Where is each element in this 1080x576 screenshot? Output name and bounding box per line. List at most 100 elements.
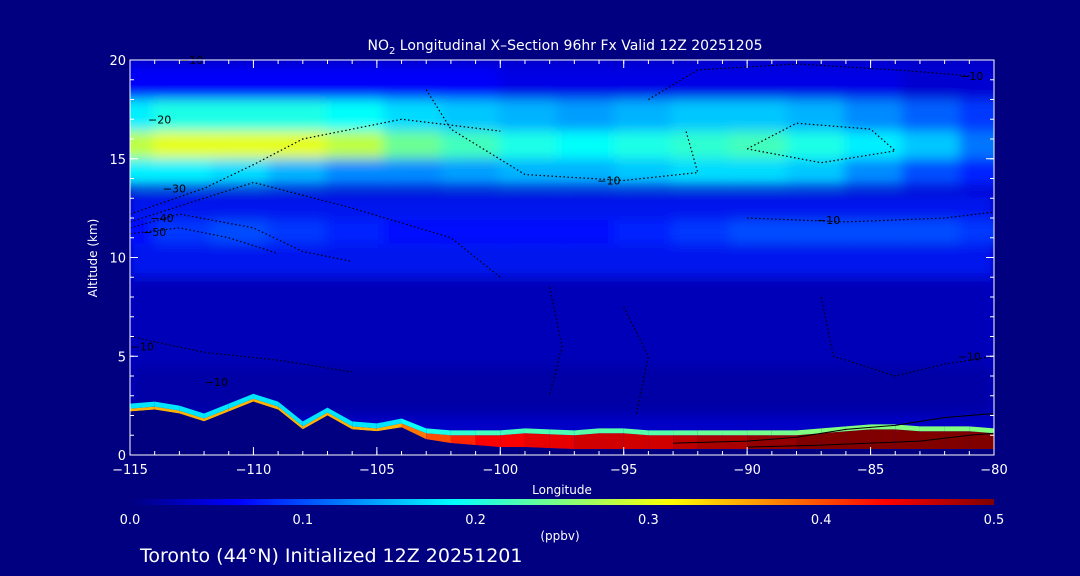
contour-line <box>130 181 501 278</box>
surface-cell <box>821 431 846 450</box>
field-cell <box>959 99 994 132</box>
surface-cell <box>648 435 674 450</box>
contour-line <box>130 118 501 215</box>
field-cell <box>959 65 994 102</box>
surface-cell-edge <box>327 407 353 427</box>
surface-cell-edge <box>154 401 180 411</box>
terrain-mask <box>130 401 994 455</box>
contour-line <box>820 296 994 377</box>
y-tick-label: 5 <box>118 350 126 365</box>
surface-cell <box>179 410 205 422</box>
surface-cell-edge <box>352 421 377 429</box>
surface-cell <box>870 429 896 450</box>
colorbar-tick-label: 0.2 <box>465 513 486 528</box>
field-bands <box>130 65 994 416</box>
surface-cell-edge <box>722 430 748 436</box>
y-tick-label: 15 <box>109 153 126 168</box>
x-axis-label: Longitude <box>532 483 592 497</box>
contour-line-solid <box>747 432 994 448</box>
field-cell <box>383 219 453 244</box>
field-cell <box>325 219 395 244</box>
contour-line <box>549 287 563 396</box>
surface-cell-edge <box>450 430 476 436</box>
surface-cell <box>969 431 994 450</box>
colorbar-unit-label: (ppbv) <box>540 529 579 543</box>
field-cell <box>268 219 338 244</box>
surface-cell <box>895 429 920 450</box>
surface-cell-edge <box>179 405 205 419</box>
contour-label: −10 <box>958 350 981 363</box>
surface-cell <box>574 433 600 450</box>
field-cell <box>844 65 914 102</box>
surface-cell-edge <box>919 426 945 432</box>
chart-title: NO2 Longitudinal X–Section 96hr Fx Valid… <box>367 38 762 57</box>
surface-cell-edge <box>944 426 970 432</box>
colorbar-tick-label: 0.3 <box>638 513 659 528</box>
x-tick-label: −85 <box>857 463 884 478</box>
field-cell <box>786 219 856 244</box>
surface-cell-edge <box>278 401 303 427</box>
surface-cell <box>327 412 353 430</box>
surface-cell <box>352 426 377 432</box>
contour-line <box>130 227 279 255</box>
x-tick-label: −100 <box>482 463 518 478</box>
surface-cell-edge <box>796 428 822 436</box>
field-cell <box>498 219 568 244</box>
contour-label: −20 <box>148 113 171 126</box>
colorbar-tick-label: 0.0 <box>120 513 141 528</box>
contour-label: −30 <box>163 182 186 195</box>
y-tick-label: 10 <box>109 252 126 267</box>
surface-cell <box>549 434 575 450</box>
surface-cell-edge <box>697 430 723 436</box>
y-tick-label: 0 <box>118 449 126 464</box>
surface-cell-edge <box>574 428 600 436</box>
surface-cell <box>130 406 155 412</box>
contour-label: −10 <box>960 70 983 83</box>
surface-cell <box>154 406 180 414</box>
colorbar-tick-label: 0.4 <box>811 513 832 528</box>
contour-line-solid <box>673 413 994 444</box>
surface-cell <box>401 423 427 440</box>
surface-cell-edge <box>747 430 772 436</box>
surface-cell <box>673 435 698 450</box>
surface-cell <box>475 435 501 448</box>
surface-cell <box>623 433 649 450</box>
surface-cell-edge <box>623 428 649 436</box>
surface-cell-edge <box>771 430 797 436</box>
field-cell <box>441 219 511 244</box>
contour-label: −50 <box>143 226 166 239</box>
colorbar-tick-label: 0.5 <box>984 513 1005 528</box>
surface-cell <box>302 412 328 430</box>
surface-cell <box>426 433 451 444</box>
surface-cell <box>204 408 229 422</box>
field-cell <box>959 219 994 244</box>
surface-cell-edge <box>549 429 575 436</box>
field-cell <box>556 99 626 132</box>
y-axis: 0 5 10 15 20 <box>109 54 994 464</box>
field-cell <box>729 219 799 244</box>
field-cell <box>671 219 741 244</box>
x-tick-label: −80 <box>980 463 1007 478</box>
surface-cell-edge <box>302 407 328 427</box>
surface-cell-edge <box>500 428 525 436</box>
contour-labels: −10−20−30−40−50−10−10−10−10−10−10 <box>131 54 984 389</box>
contour-line <box>130 335 353 373</box>
surface-cell <box>845 429 871 450</box>
surface-cell <box>944 431 970 450</box>
field-cell <box>901 219 971 244</box>
x-tick-label: −105 <box>359 463 395 478</box>
surface-cell <box>524 433 550 449</box>
surface-cell-edge <box>599 428 624 434</box>
surface-cell <box>747 435 772 450</box>
field-cell <box>844 219 914 244</box>
surface-cell-edge <box>426 428 451 436</box>
x-tick-label: −110 <box>236 463 272 478</box>
plot-area: −10−20−30−40−50−10−10−10−10−10−10 <box>129 54 995 456</box>
contour-line <box>747 211 994 223</box>
x-axis: −115 −110 −105 −100 −95 −90 −85 −80 <box>112 60 1008 478</box>
field-cell <box>556 65 626 102</box>
surface-cell-edge <box>253 393 279 407</box>
field-cell <box>613 219 683 244</box>
colorbar-ticks: 0.0 0.1 0.2 0.3 0.4 0.5 <box>120 513 1005 528</box>
surface-cell-edge <box>673 430 698 436</box>
